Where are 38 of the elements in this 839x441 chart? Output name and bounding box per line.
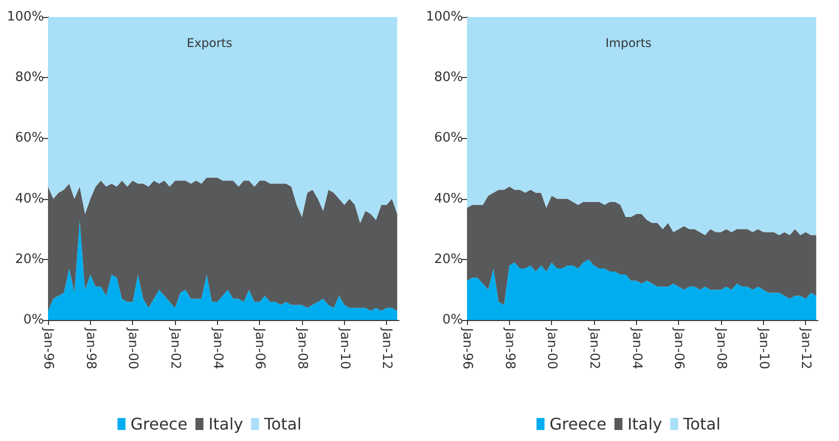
x-tick-label: Jan-02 [168,327,183,370]
y-tick-label: 20% [15,252,44,267]
text: Exports [186,36,232,50]
y-tick-label: 20% [434,252,463,267]
y-tick-label: 80% [434,70,463,86]
y-tick-label: 100% [426,10,463,24]
x-tick-label: Jan-10 [336,327,352,370]
x-tick-label: Jan-96 [40,327,56,370]
x-tick-label: Jan-00 [125,327,140,370]
x-tick-label: Jan-06 [252,327,268,370]
x-tick-label: Jan-12 [798,327,814,370]
y-tick-label: 0% [23,312,44,328]
legend-label: Total [682,414,721,434]
x-tick-label: Jan-98 [502,327,517,370]
x-tick-label: Jan-02 [586,327,602,370]
x-tick-label: Jan-08 [713,327,728,370]
y-tick-label: 0% [442,312,463,328]
legend-label: Italy [627,414,662,434]
x-tick-label: Jan-08 [294,327,310,370]
legend-label: Greece [549,414,606,434]
x-tick-label: Jan-04 [628,327,644,370]
y-tick-label: 40% [15,191,44,206]
y-tick-label: 40% [434,191,463,206]
x-tick-label: Jan-96 [460,327,474,370]
x-tick-label: Jan-00 [544,327,560,370]
x-tick-label: Jan-06 [671,327,686,370]
y-tick-label: 60% [434,130,463,146]
y-tick-label: 100% [6,10,44,24]
legend-label: Italy [208,414,244,434]
y-tick-label: 80% [15,70,44,86]
legend-label: Greece [130,414,188,434]
x-tick-label: Jan-10 [756,327,771,370]
x-tick-label: Jan-04 [210,327,225,370]
x-tick-label: Jan-98 [82,327,98,370]
legend-label: Total [263,414,302,434]
y-tick-label: 60% [15,130,44,146]
x-tick-label: Jan-12 [379,327,394,370]
text: Imports [605,36,652,50]
